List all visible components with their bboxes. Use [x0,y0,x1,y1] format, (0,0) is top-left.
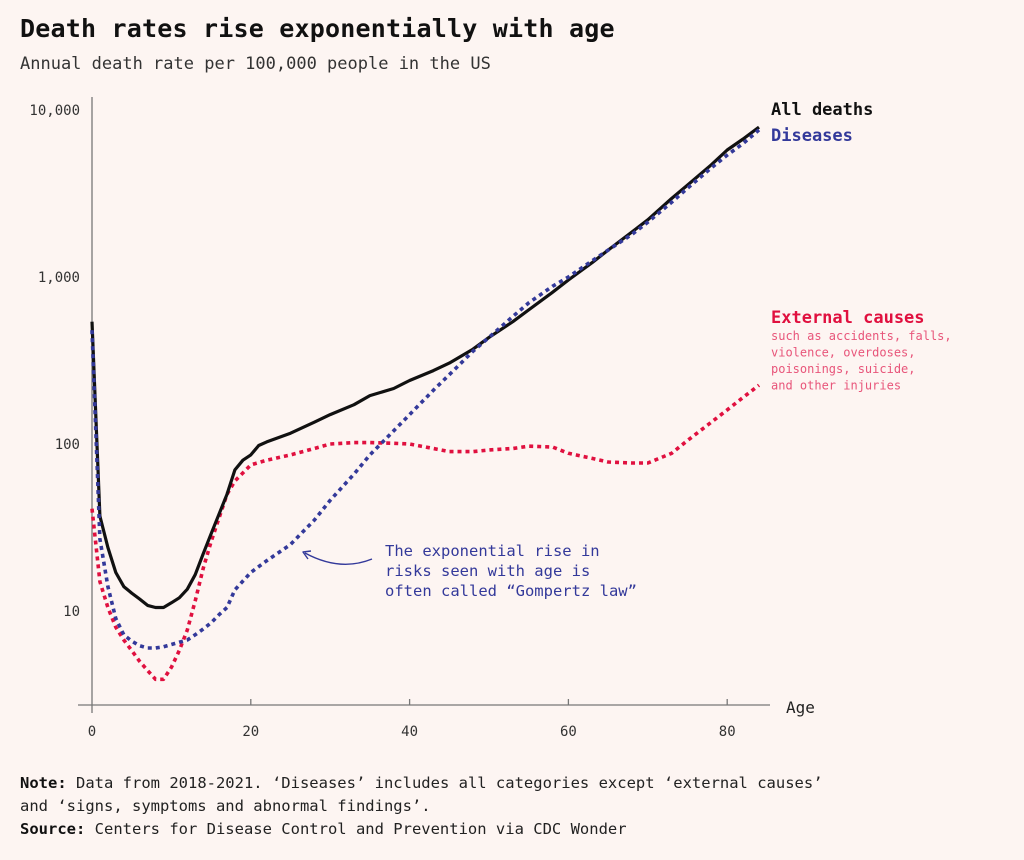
y-tick-label: 100 [55,437,80,453]
legend-label-external-causes: External causes [771,308,925,328]
x-axis-title: Age [786,698,815,717]
note-line-2: and ‘signs, symptoms and abnormal findin… [20,797,431,815]
y-tick-label: 10 [63,604,80,620]
series-group [90,125,761,682]
annotation-text: often called “Gompertz law” [385,582,637,600]
annotation-group: The exponential rise in risks seen with a… [302,542,637,600]
series-diseases [90,128,761,650]
legend-label-diseases: Diseases [771,126,853,146]
legend-sublabel-external-causes: violence, overdoses, [771,346,916,360]
annotation-arrowhead-icon [302,550,312,560]
annotation-text: The exponential rise in [385,542,600,560]
series-external-causes [90,383,761,682]
note-line-1: Note: Data from 2018-2021. ‘Diseases’ in… [20,772,1020,795]
x-tick-label: 80 [719,724,736,740]
legend-sublabel-external-causes: and other injuries [771,379,901,393]
x-tick-label: 20 [242,724,259,740]
source-label: Source: [20,820,86,838]
note-text: Data from 2018-2021. ‘Diseases’ includes… [66,774,823,792]
source-text: Centers for Disease Control and Preventi… [85,820,627,838]
chart-subtitle: Annual death rate per 100,000 people in … [20,54,491,74]
y-tick-label: 10,000 [29,103,80,119]
chart-title: Death rates rise exponentially with age [20,14,615,43]
axes: 10 100 1,000 10,000 0 20 40 60 80 Age [29,97,815,740]
footer: Note: Data from 2018-2021. ‘Diseases’ in… [20,772,1020,841]
x-tick-label: 60 [560,724,577,740]
note-label: Note: [20,774,67,792]
x-tick-label: 40 [401,724,418,740]
annotation-text: risks seen with age is [385,562,590,580]
series-all-deaths [90,125,760,610]
legend-sublabel-external-causes: poisonings, suicide, [771,362,916,376]
legend-sublabel-external-causes: such as accidents, falls, [771,329,952,343]
x-tick-label: 0 [88,724,96,740]
annotation-arrow [304,552,373,565]
source-line: Source: Centers for Disease Control and … [20,818,1020,841]
y-tick-label: 1,000 [38,270,80,286]
legend-label-all-deaths: All deaths [771,100,873,120]
